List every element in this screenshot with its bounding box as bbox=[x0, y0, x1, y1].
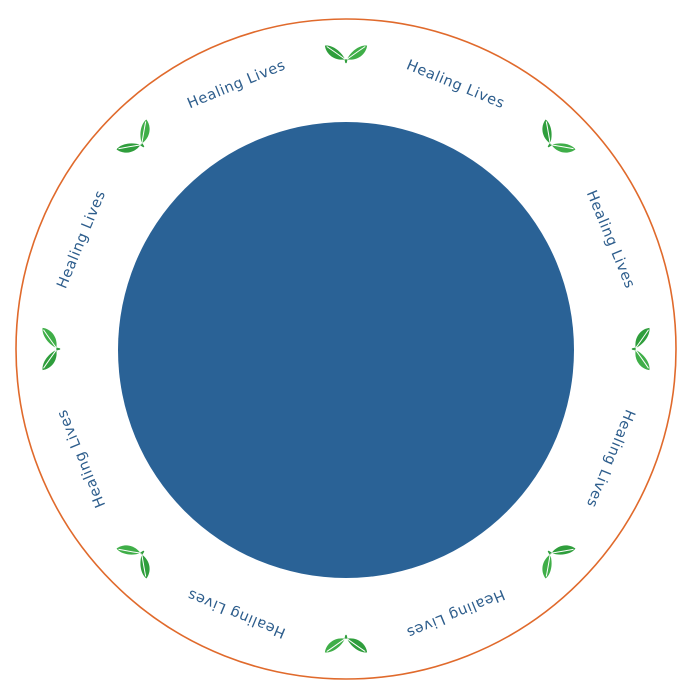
outer-ring bbox=[15, 18, 677, 680]
center-disc bbox=[118, 122, 574, 578]
